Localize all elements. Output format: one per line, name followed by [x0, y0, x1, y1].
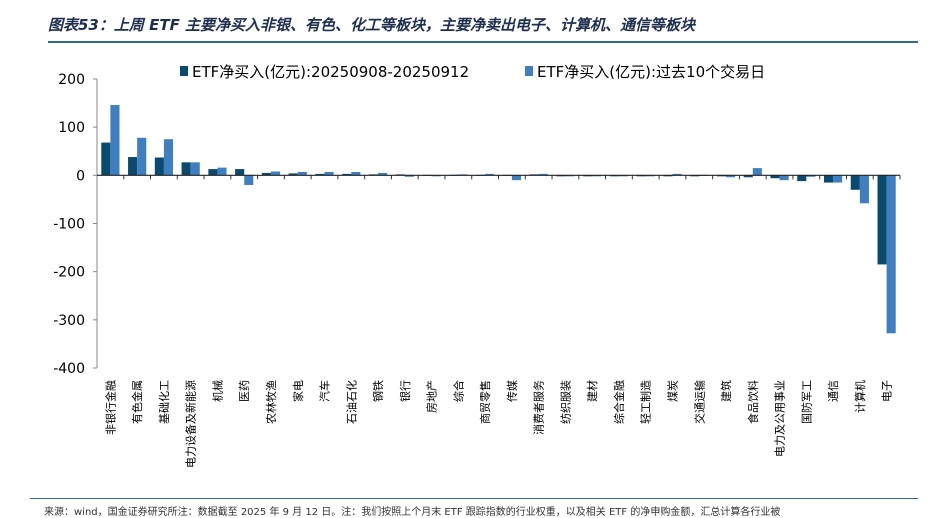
legend-label-2: ETF净买入(亿元):过去10个交易日 [537, 63, 765, 81]
bar-2 [190, 162, 200, 176]
legend-label-1: ETF净买入(亿元):20250908-20250912 [192, 63, 469, 81]
bar-1 [797, 175, 807, 182]
legend-swatch-1 [180, 66, 188, 76]
x-tick-label: 纺织服装 [558, 380, 572, 424]
bar-2 [833, 175, 843, 183]
x-tick-label: 建材 [585, 380, 599, 402]
bar-1 [235, 169, 245, 176]
source-note: 来源：wind，国金证券研究所注：数据截至 2025 年 9 月 12 日。注：… [44, 507, 781, 518]
x-tick-label: 汽车 [318, 380, 332, 402]
bar-1 [288, 173, 298, 176]
bar-2 [886, 175, 896, 334]
bar-2 [485, 173, 495, 176]
x-tick-label: 电力设备及新能源 [184, 380, 198, 468]
y-tick-label: -100 [53, 217, 85, 233]
x-tick-label: 建筑 [719, 380, 733, 402]
legend-swatch-2 [525, 66, 533, 76]
bar-2 [324, 171, 334, 176]
bar-2 [378, 172, 388, 176]
bar-2 [538, 173, 548, 176]
bar-2 [726, 175, 736, 178]
bar-1 [101, 142, 111, 176]
x-tick-label: 电子 [881, 380, 894, 402]
bar-1 [261, 172, 271, 176]
y-tick-label: -300 [53, 313, 85, 329]
y-tick-label: 200 [58, 72, 85, 88]
y-tick-label: 100 [58, 120, 85, 136]
bar-2 [806, 175, 816, 177]
x-tick-label: 房地产 [425, 380, 439, 413]
bar-1 [154, 157, 164, 176]
x-tick-label: 银行 [398, 380, 412, 402]
x-tick-label: 综合 [451, 380, 465, 402]
x-tick-label: 家电 [291, 380, 305, 402]
x-tick-label: 消费者服务 [532, 380, 546, 435]
x-tick-label: 电力及公用事业 [774, 380, 787, 457]
bar-1 [743, 175, 753, 178]
bar-1 [315, 173, 325, 176]
x-tick-label: 石油石化 [344, 380, 358, 424]
x-tick-label: 医药 [238, 380, 251, 402]
x-tick-label: 有色金属 [130, 380, 144, 424]
x-tick-label: 农林牧渔 [264, 380, 278, 424]
y-tick-label: -200 [53, 265, 85, 281]
y-tick-label: 0 [76, 168, 85, 184]
bar-2 [163, 139, 174, 176]
bar-1 [128, 157, 138, 176]
x-tick-label: 煤炭 [666, 380, 679, 402]
bar-1 [823, 175, 834, 183]
bar-2 [404, 175, 414, 177]
x-tick-label: 交通运输 [692, 380, 706, 424]
bar-1 [770, 175, 780, 179]
bar-1 [877, 175, 887, 265]
x-tick-label: 商贸零售 [478, 380, 492, 424]
bar-1 [850, 175, 860, 190]
x-tick-label: 计算机 [853, 380, 867, 413]
bar-2 [297, 171, 307, 176]
x-tick-label: 机械 [210, 380, 224, 402]
y-tick-label: -400 [53, 361, 85, 377]
bar-1 [342, 173, 352, 176]
bar-2 [672, 173, 682, 176]
x-tick-label: 非银行金融 [103, 380, 117, 435]
bar-2 [859, 175, 869, 204]
x-tick-label: 综合金融 [612, 380, 626, 424]
footer-divider [30, 498, 918, 499]
bar-2 [244, 175, 254, 185]
bar-2 [779, 175, 789, 181]
x-tick-label: 食品饮料 [746, 380, 760, 424]
bar-2 [110, 105, 120, 176]
bar-2 [270, 171, 281, 176]
x-tick-label: 传媒 [506, 380, 519, 402]
bar-2 [217, 167, 227, 176]
chart-title: 图表53：上周 ETF 主要净买入非银、有色、化工等板块，主要净卖出电子、计算机… [48, 16, 696, 34]
bar-1 [181, 162, 191, 176]
bar-2 [137, 137, 147, 176]
x-tick-label: 轻工制造 [639, 380, 653, 424]
x-tick-label: 通信 [827, 380, 840, 402]
x-tick-label: 基础化工 [157, 380, 171, 424]
bar-2 [752, 168, 762, 176]
bar-1 [208, 169, 218, 176]
bar-chart: 200 100 0 -100 -200 -300 -400 非银行金融 有色金属 基础化工 电力设备… [53, 63, 901, 468]
bar-2 [511, 175, 521, 181]
x-tick-label: 钢铁 [372, 380, 385, 402]
title-divider [48, 41, 918, 43]
bar-2 [351, 171, 361, 176]
x-tick-label: 国防军工 [799, 380, 813, 424]
